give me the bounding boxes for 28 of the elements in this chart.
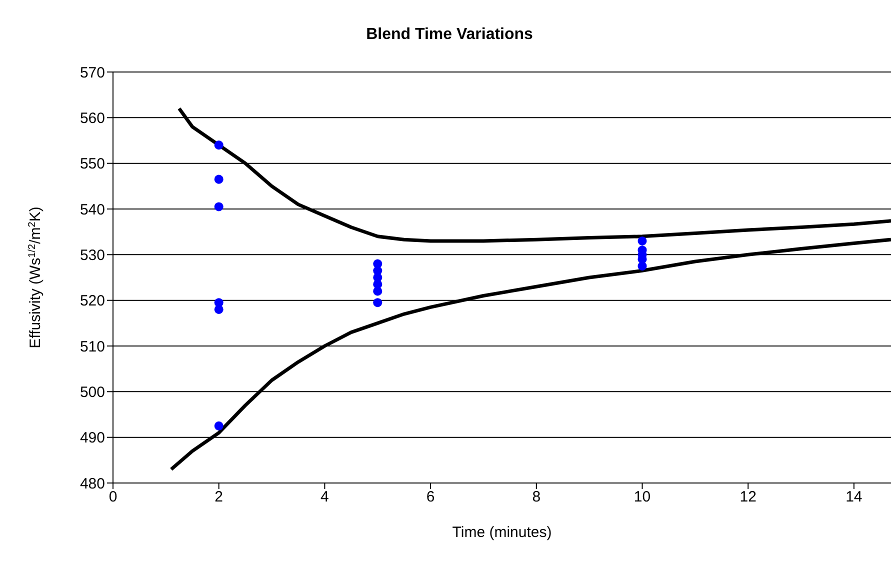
x-tick-label: 8	[532, 488, 541, 506]
x-tick-label: 4	[320, 488, 329, 506]
point	[214, 421, 224, 430]
x-tick-label: 0	[108, 488, 118, 506]
y-tick-label: 560	[80, 110, 105, 127]
point	[214, 202, 224, 212]
point	[373, 298, 382, 308]
x-tick-label: 12	[740, 488, 756, 506]
y-tick-label: 490	[80, 430, 105, 447]
point	[214, 140, 224, 150]
point	[214, 174, 224, 184]
x-axis-title: Time (minutes)	[452, 524, 552, 541]
y-tick-label: 510	[80, 338, 105, 356]
x-tick-label: 2	[214, 488, 224, 506]
y-tick-label: 550	[80, 156, 105, 173]
y-tick-label: 530	[80, 246, 105, 264]
y-tick-label: 520	[80, 292, 105, 310]
point	[638, 236, 647, 246]
point	[373, 286, 382, 296]
x-tick-label: 14	[846, 488, 862, 506]
x-tick-label: 6	[426, 488, 435, 506]
chart-title: Blend Time Variations	[365, 26, 534, 44]
point	[638, 262, 647, 271]
y-tick-label: 570	[80, 64, 105, 82]
y-tick-label: 480	[80, 475, 105, 492]
y-tick-label: 540	[80, 201, 105, 218]
x-tick-label: 10	[634, 488, 651, 506]
y-tick-label: 500	[80, 384, 105, 401]
